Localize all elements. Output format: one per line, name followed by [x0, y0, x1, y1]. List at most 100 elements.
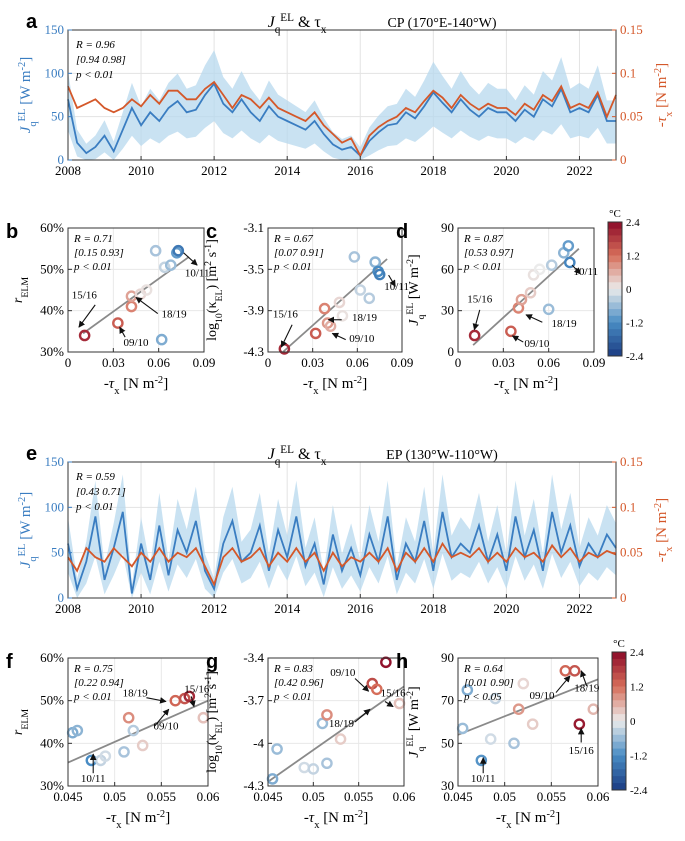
year-annotation: 10/11 [185, 267, 210, 279]
scatter-point [363, 292, 376, 305]
x-tick-label: 0.09 [391, 355, 414, 370]
x-tick-label: 2022 [566, 601, 592, 616]
scatter-point [307, 763, 320, 775]
scatter-point [158, 261, 171, 274]
scatter-point [484, 733, 497, 745]
x-tick-label: 2008 [55, 601, 81, 616]
annotation-arrow [78, 304, 96, 328]
y-tick-label: 60 [441, 261, 454, 276]
x-tick-label: 2010 [128, 163, 154, 178]
scatter-point [587, 703, 600, 716]
y-tick-label: 90 [441, 650, 454, 665]
year-annotation: 15/16 [72, 290, 98, 302]
colorbar-segment [608, 282, 622, 290]
y-axis-label-left: JqEL [W m-2] [17, 492, 39, 569]
scatter-point [373, 268, 386, 281]
annotation-arrow [183, 252, 198, 266]
y-tick-label-left: 0 [58, 152, 65, 167]
colorbar-segment [612, 665, 626, 674]
y-tick-label: -3.9 [243, 303, 264, 318]
colorbar-tick-label: 2.4 [626, 217, 640, 229]
stat-text: [0.42 0.96] [274, 677, 324, 689]
year-annotation: 09/10 [349, 333, 375, 345]
scatter-point [475, 754, 488, 767]
y-tick-label: 0 [448, 344, 455, 359]
chart-region: EP (130°W-110°W) [386, 448, 498, 463]
y-tick-label: -4.3 [243, 778, 264, 793]
colorbar-segment [612, 693, 626, 701]
scatter-point [78, 329, 91, 342]
y-tick-label-left: 50 [51, 545, 64, 560]
x-axis-label: -τx [N m-2] [106, 809, 170, 831]
year-annotation: 18/19 [162, 308, 188, 320]
y-tick-label-right: 0.05 [620, 545, 643, 560]
x-tick-label: 0.03 [492, 355, 515, 370]
colorbar-segment [608, 322, 622, 330]
panel-label-g: g [206, 651, 218, 673]
annotation-arrow [580, 670, 588, 687]
annotation-arrow [571, 264, 581, 275]
scatter-point [348, 251, 361, 263]
colorbar-segment [612, 658, 626, 667]
colorbar-segment [612, 652, 626, 660]
annotation-arrow [135, 296, 159, 315]
x-tick-label: 0 [65, 355, 72, 370]
scatter-point [125, 300, 138, 313]
x-tick-label: 0.03 [102, 355, 125, 370]
y-tick-label: 40% [40, 303, 64, 318]
scatter-point [573, 718, 586, 730]
colorbar-segment [608, 342, 622, 350]
x-axis-label: -τx [N m-2] [303, 375, 367, 397]
y-tick-label: -3.7 [243, 693, 264, 708]
scatter-point [336, 310, 349, 322]
year-annotation: 10/11 [384, 281, 409, 293]
axes-frame [67, 29, 617, 161]
scatter-point [354, 284, 367, 296]
colorbar-segment [608, 275, 622, 283]
y-axis-label: JqEL [W m-2] [405, 254, 427, 325]
annotation-arrow [555, 675, 571, 693]
regression-line [267, 685, 405, 783]
stat-text: R = 0.87 [463, 233, 503, 245]
x-tick-label: 0.06 [587, 789, 610, 804]
colorbar-unit: °C [613, 638, 625, 650]
scatter-point [316, 717, 329, 730]
y-axis-label: log10(κEL) [m2 s-1] [203, 239, 225, 341]
colorbar-segment [612, 707, 626, 715]
annotation-arrow [472, 309, 481, 331]
colorbar-segment [608, 255, 622, 263]
colorbar-tick-label: -1.2 [626, 318, 643, 330]
x-tick-label: 0.06 [147, 355, 170, 370]
year-annotation: 10/11 [81, 773, 106, 785]
x-axis-label: -τx [N m-2] [304, 809, 368, 831]
y-tick-label: 30% [40, 778, 64, 793]
chart-title: JqEL & τx [268, 12, 327, 36]
colorbar-tick-label: -1.2 [630, 751, 647, 763]
year-annotation: 10/11 [471, 773, 496, 785]
stat-text: R = 0.59 [75, 471, 115, 483]
year-annotation: 18/19 [352, 312, 378, 324]
scatter-point [562, 240, 575, 252]
stat-text: [0.53 0.97] [464, 247, 514, 259]
x-tick-label: 2008 [55, 163, 81, 178]
axes-frame [457, 657, 599, 787]
annotation-arrow [154, 708, 170, 727]
colorbar-segment [608, 349, 622, 357]
tau-series-line [67, 80, 617, 158]
y-tick-label-right: 0.15 [620, 22, 643, 37]
y-tick-label: -4 [253, 735, 264, 750]
stat-text: p < 0.01 [273, 691, 312, 703]
colorbar-segment [608, 315, 622, 323]
y-tick-label-right: 0 [620, 152, 627, 167]
year-annotation: 15/16 [184, 684, 210, 696]
scatter-point [542, 303, 555, 316]
colorbar-frame [607, 221, 623, 357]
scatter-point [545, 259, 558, 272]
colorbar-tick-label: 1.2 [630, 682, 644, 694]
scatter-point [298, 761, 311, 774]
scatter-point [456, 722, 469, 735]
axes-frame [267, 657, 405, 787]
colorbar-segment [608, 289, 622, 297]
y-tick-label-left: 150 [45, 22, 65, 37]
stat-text: R = 0.75 [73, 663, 113, 675]
